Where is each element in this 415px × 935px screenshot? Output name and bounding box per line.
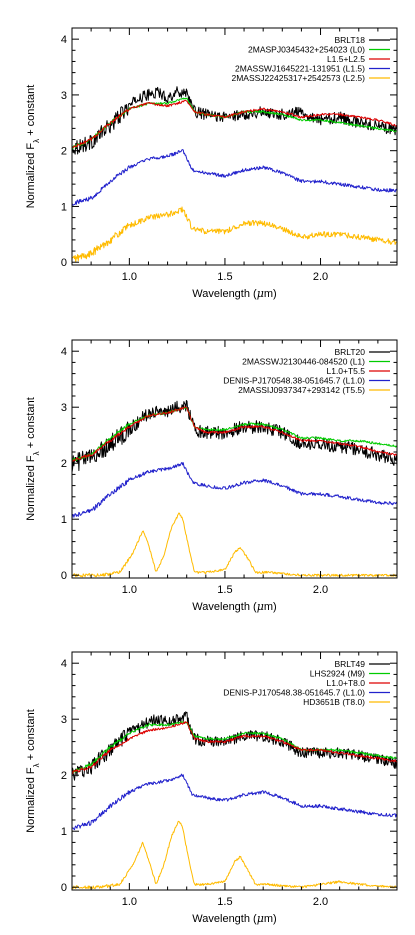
legend-label: 2MASPJ0345432+254023 (L0): [248, 45, 365, 55]
x-tick-label: 1.5: [217, 584, 232, 596]
series-line-5: [72, 512, 397, 578]
y-tick-label: 2: [61, 458, 67, 470]
x-tick-label: 2.0: [313, 896, 328, 908]
series-line-3: [72, 99, 397, 149]
legend-label: L1.0+T8.0: [326, 678, 365, 688]
y-tick-label: 0: [61, 882, 67, 894]
panel-3: 1.0 1.5 2.0 0 1 2 3 4 Wavelength (μm) Normalized …: [25, 651, 398, 925]
x-tick-label: 2.0: [313, 584, 328, 596]
series-line-1: [72, 711, 397, 781]
series-line-5: [72, 820, 397, 890]
legend-label: BRLT49: [334, 659, 365, 669]
x-tick-label: 1.0: [122, 584, 137, 596]
series-line-1: [72, 399, 397, 473]
y-tick-label: 3: [61, 90, 67, 102]
panel-2: 1.0 1.5 2.0 0 1 2 3 4 Wavelength (μm) Normalized …: [25, 339, 398, 613]
series-group: [72, 86, 397, 263]
series-line-2: [72, 97, 397, 150]
x-axis-label: Wavelength (μm): [192, 912, 276, 925]
y-axis-label: Normalized Fλ + constant: [25, 397, 41, 521]
x-tick-label: 1.5: [217, 896, 232, 908]
plot-frame: [71, 651, 398, 891]
x-axis-label: Wavelength (μm): [192, 600, 276, 613]
y-axis-label: Normalized Fλ + constant: [25, 85, 41, 209]
legend-label: DENIS-PJ170548.38-051645.7 (L1.0): [223, 688, 365, 698]
legend-label: BRLT18: [334, 35, 365, 45]
series-group: [72, 711, 397, 890]
series-group: [72, 399, 397, 578]
y-tick-label: 3: [61, 714, 67, 726]
y-tick-label: 4: [61, 658, 67, 670]
x-tick-label: 2.0: [313, 271, 328, 283]
panel-1: 1.0 1.5 2.0 0 1 2 3 4 Wavelength (μm) Normalized …: [25, 27, 398, 300]
x-axis-label: Wavelength (μm): [192, 287, 276, 300]
legend-label: 2MASSJ22425317+2542573 (L2.5): [231, 73, 365, 83]
y-tick-label: 2: [61, 146, 67, 158]
plot-frame: [71, 339, 398, 579]
y-tick-label: 0: [61, 570, 67, 582]
legend-label: BRLT20: [334, 347, 365, 357]
y-tick-label: 4: [61, 346, 67, 358]
x-tick-label: 1.0: [122, 896, 137, 908]
legend-label: 2MASSWJ2130446-084520 (L1): [242, 357, 365, 367]
legend-label: LHS2924 (M9): [310, 669, 365, 679]
series-line-3: [72, 721, 397, 775]
legend-label: 2MASSIJ0937347+293142 (T5.5): [238, 385, 365, 395]
series-line-4: [72, 773, 397, 831]
series-line-4: [72, 462, 397, 519]
series-line-3: [72, 406, 397, 463]
x-tick-label: 1.0: [122, 271, 137, 283]
y-tick-label: 2: [61, 770, 67, 782]
legend-label: 2MASSWJ1645221-131951 (L1.5): [235, 64, 365, 74]
y-tick-label: 3: [61, 402, 67, 414]
plot-frame: [71, 27, 398, 266]
legend-label: DENIS-PJ170548.38-051645.7 (L1.0): [223, 376, 365, 386]
y-tick-label: 4: [61, 34, 67, 46]
x-tick-label: 1.5: [217, 271, 232, 283]
y-tick-label: 1: [61, 201, 67, 213]
legend-label: L1.5+L2.5: [327, 54, 365, 64]
y-tick-label: 0: [61, 257, 67, 269]
series-line-1: [72, 86, 397, 155]
y-tick-label: 1: [61, 826, 67, 838]
series-line-2: [72, 406, 397, 463]
series-line-2: [72, 721, 397, 774]
legend-label: HD3651B (T8.0): [303, 697, 365, 707]
series-line-5: [72, 206, 397, 263]
series-line-4: [72, 149, 397, 206]
legend-label: L1.0+T5.5: [326, 366, 365, 376]
y-tick-label: 1: [61, 514, 67, 526]
y-axis-label: Normalized Fλ + constant: [25, 709, 41, 833]
